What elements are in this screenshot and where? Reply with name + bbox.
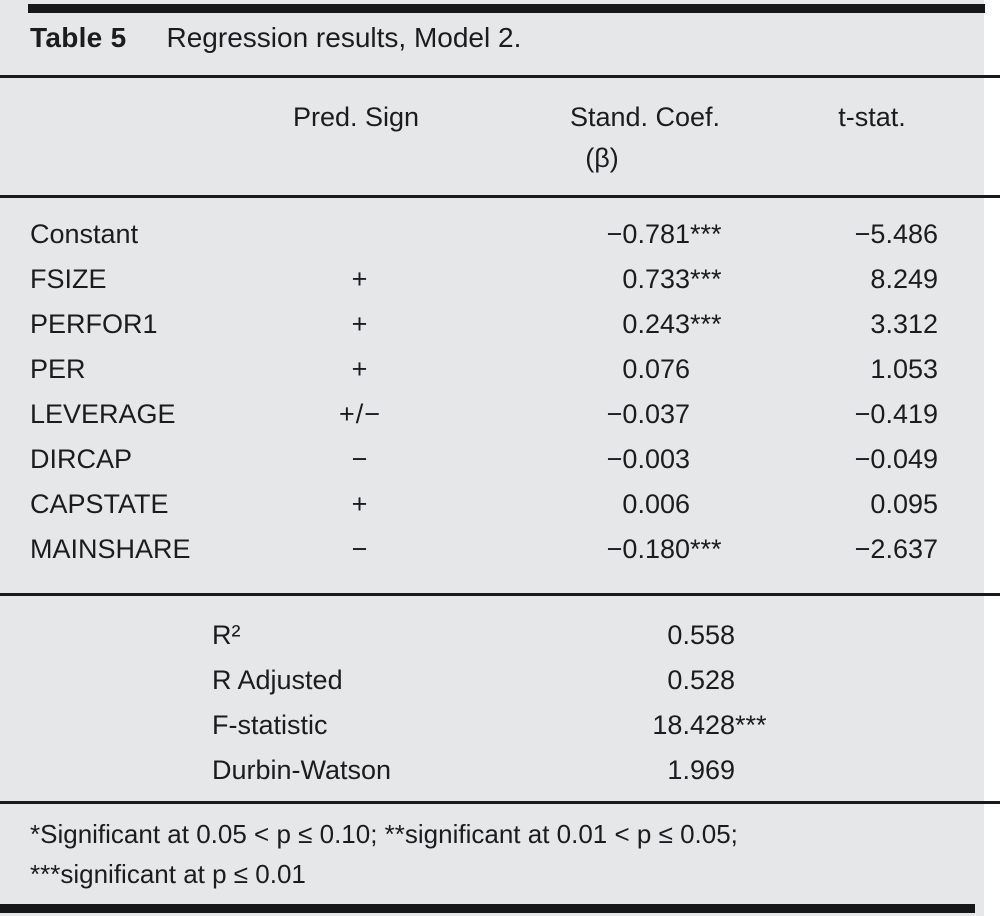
- coef-value: 0.006: [622, 489, 690, 519]
- coef-significance-stars: ***: [690, 309, 722, 339]
- row-t-stat: −5.486: [854, 219, 938, 249]
- row-pred-sign: −: [351, 534, 369, 564]
- regression-table-body: Constant −0.781 *** −5.486 FSIZE + 0.733 *…: [30, 212, 985, 572]
- coef-value: 0.733: [622, 264, 690, 294]
- row-t-stat: −0.419: [854, 399, 938, 429]
- row-variable: DIRCAP: [30, 444, 133, 474]
- significance-footnotes: *Significant at 0.05 < p ≤ 0.10; **signi…: [30, 814, 975, 894]
- row-variable: LEVERAGE: [30, 399, 176, 429]
- table-top-thick-rule: [28, 4, 985, 13]
- row-coefficient: −0.180 ***: [440, 534, 740, 565]
- summary-row: 0.558 R²: [30, 613, 985, 658]
- model-summary-section: 0.558 R² 0.528 R Adjusted 18.428 *** F-st…: [30, 613, 985, 793]
- summary-row: 18.428 *** F-statistic: [30, 703, 985, 748]
- row-pred-sign: −: [351, 444, 369, 474]
- column-header-beta: (β): [585, 143, 619, 173]
- row-t-stat: −2.637: [854, 534, 938, 564]
- summary-number: 0.528: [667, 665, 735, 695]
- summary-label: F-statistic: [212, 710, 328, 740]
- row-variable: FSIZE: [30, 264, 107, 294]
- row-t-stat: 1.053: [870, 354, 938, 384]
- summary-label: Durbin-Watson: [212, 755, 392, 785]
- row-coefficient: 0.733 ***: [440, 264, 740, 295]
- row-pred-sign: +: [351, 489, 369, 519]
- coef-significance-stars: ***: [690, 534, 722, 564]
- row-pred-sign: +/−: [338, 399, 382, 429]
- row-coefficient: −0.037: [440, 399, 740, 430]
- column-header-pred-sign: Pred. Sign: [292, 102, 420, 132]
- summary-label: R Adjusted: [212, 665, 343, 695]
- summary-row: 1.969 Durbin-Watson: [30, 748, 985, 793]
- row-coefficient: 0.076: [440, 354, 740, 385]
- table-number-label: Table 5: [30, 22, 127, 53]
- table-caption: Table 5 Regression results, Model 2.: [30, 22, 521, 54]
- footnote-line-1: *Significant at 0.05 < p ≤ 0.10; **signi…: [30, 819, 738, 849]
- summary-value: 0.558: [30, 613, 795, 658]
- summary-label: R²: [212, 620, 241, 650]
- row-pred-sign: +: [351, 354, 369, 384]
- coef-value: −0.180: [606, 534, 690, 564]
- row-pred-sign: +: [351, 264, 369, 294]
- summary-significance-stars: ***: [735, 710, 767, 740]
- coef-significance-stars: ***: [690, 264, 722, 294]
- column-header-stand-coef: Stand. Coef.: [569, 102, 721, 132]
- row-variable: Constant: [30, 219, 139, 249]
- summary-number: 18.428: [652, 710, 735, 740]
- summary-value: 18.428 ***: [30, 703, 795, 748]
- row-variable: CAPSTATE: [30, 489, 169, 519]
- footnote-top-rule: [0, 801, 1000, 804]
- header-top-rule: [0, 75, 1000, 78]
- summary-top-rule: [0, 593, 1000, 596]
- row-t-stat: −0.049: [854, 444, 938, 474]
- coef-significance-stars: ***: [690, 219, 722, 249]
- row-t-stat: 8.249: [870, 264, 938, 294]
- row-variable: MAINSHARE: [30, 534, 191, 564]
- row-t-stat: 0.095: [870, 489, 938, 519]
- coef-value: 0.076: [622, 354, 690, 384]
- row-coefficient: −0.781 ***: [440, 219, 740, 250]
- row-variable: PERFOR1: [30, 309, 158, 339]
- header-bottom-rule: [0, 195, 1000, 198]
- row-variable: PER: [30, 354, 86, 384]
- summary-number: 1.969: [667, 755, 735, 785]
- row-pred-sign: +: [351, 309, 369, 339]
- summary-value: 0.528: [30, 658, 795, 703]
- coef-value: −0.037: [606, 399, 690, 429]
- row-coefficient: −0.003: [440, 444, 740, 475]
- coef-value: −0.003: [606, 444, 690, 474]
- column-header-t-stat: t-stat.: [838, 102, 906, 132]
- summary-number: 0.558: [667, 620, 735, 650]
- table-caption-text: Regression results, Model 2.: [166, 22, 522, 53]
- summary-row: 0.528 R Adjusted: [30, 658, 985, 703]
- coef-value: −0.781: [606, 219, 690, 249]
- row-coefficient: 0.243 ***: [440, 309, 740, 340]
- row-t-stat: 3.312: [870, 309, 938, 339]
- footnote-line-2: ***significant at p ≤ 0.01: [30, 859, 306, 889]
- table-bottom-thick-rule: [0, 904, 975, 913]
- coef-value: 0.243: [622, 309, 690, 339]
- row-coefficient: 0.006: [440, 489, 740, 520]
- summary-value: 1.969: [30, 748, 795, 793]
